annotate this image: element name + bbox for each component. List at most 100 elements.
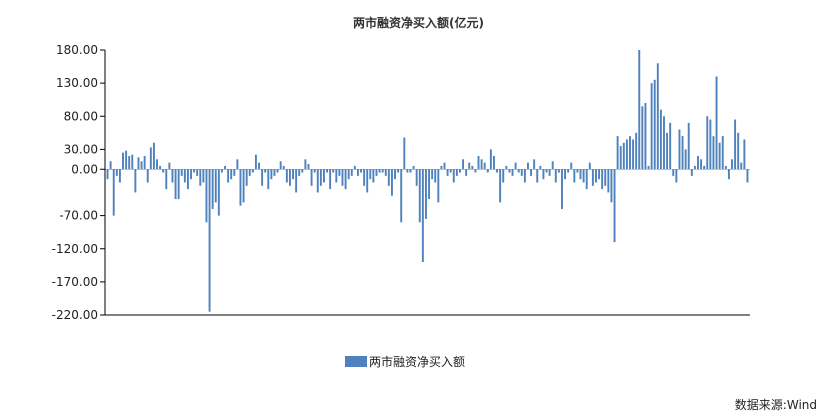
data-source: 数据来源:Wind [734,398,817,412]
bar [174,169,177,200]
bar [220,169,223,173]
bar [489,149,492,170]
bar [131,154,134,170]
bar [109,161,112,170]
bar [731,159,733,170]
bar [517,169,520,173]
bar [254,154,257,170]
bar [335,169,338,183]
bar [146,169,149,183]
bar [542,169,545,180]
bar [477,156,480,170]
bar [746,169,749,183]
bar [483,162,486,170]
bar [428,169,431,200]
bar [573,169,576,183]
bar [499,169,502,203]
bar [567,169,570,173]
bar [369,169,372,180]
bar [251,169,254,173]
bar [678,129,681,170]
bar [539,165,542,170]
bar [588,162,591,170]
bar [199,169,202,186]
bar [721,136,724,170]
y-tick-label: -220.00 [52,308,98,322]
bar [301,169,304,173]
bar [322,169,325,183]
y-tick-label: 80.00 [64,109,98,123]
bar [338,169,341,176]
bar [159,165,162,170]
bar [638,50,641,170]
bar [329,169,332,190]
bar [653,79,656,170]
bar [397,169,400,173]
bar [162,169,165,173]
bar [622,142,625,170]
bar [400,169,403,223]
bar [579,169,582,180]
bar [486,169,489,173]
chart-axes [100,49,750,316]
bar [156,159,158,170]
bar [551,161,554,170]
y-tick-label: -120.00 [52,242,98,256]
legend-swatch [345,356,367,367]
bar [341,169,344,186]
bar [242,169,245,203]
y-tick-label: 30.00 [64,142,98,156]
bar [171,169,174,183]
bar [186,169,189,190]
bar [443,162,446,170]
bar [724,165,727,170]
bar [505,165,508,170]
bar [561,169,563,209]
y-tick-label: 0.00 [71,162,98,176]
bar [279,161,282,170]
bar [650,83,653,170]
bar [480,159,483,170]
bar [663,116,665,170]
bar [168,162,171,170]
bar [533,159,536,170]
bar [264,169,267,173]
bar [128,156,131,170]
bar [681,136,684,170]
bar [564,169,567,180]
bar [601,169,604,190]
bar [267,169,270,190]
bar [217,169,220,216]
bar [295,169,298,193]
bar [690,169,693,176]
bar [619,146,622,170]
bar [196,169,199,176]
bar [595,169,597,183]
bar [502,169,505,183]
bar [193,169,196,173]
bar [384,169,387,176]
bar [465,169,468,176]
bar [190,169,192,180]
bar [202,169,205,183]
bar [548,169,551,176]
bar [496,169,499,173]
bar [421,169,424,262]
bar [403,137,406,170]
bar [709,119,712,170]
bar [230,169,233,180]
bar [276,169,279,173]
bar [366,169,369,193]
bar [177,169,180,200]
bar [316,169,319,193]
y-tick-label: 130.00 [56,76,98,90]
bar [656,63,659,170]
bar [440,165,443,170]
bar [434,169,437,183]
bar [394,169,396,180]
bar [511,169,514,176]
bar [557,169,560,173]
bar [372,169,375,183]
y-tick-label: 180.00 [56,43,98,57]
bar [353,165,356,170]
